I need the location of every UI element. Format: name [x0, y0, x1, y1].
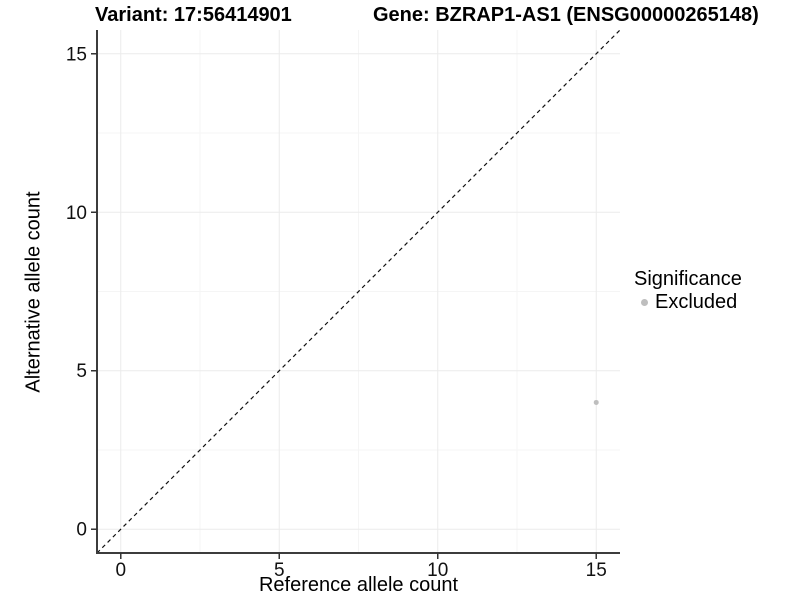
y-tick-label: 5	[76, 361, 87, 382]
data-point	[593, 399, 599, 405]
y-tick-label: 0	[76, 520, 87, 541]
x-tick-label: 15	[586, 560, 607, 581]
identity-reference-line	[96, 29, 621, 554]
y-tick-label: 15	[66, 44, 87, 65]
x-tick-label: 0	[115, 560, 126, 581]
y-tick-label: 10	[66, 203, 87, 224]
variant-title: Variant: 17:56414901	[95, 4, 292, 26]
excluded-point-swatch-icon	[641, 298, 648, 306]
gene-title: Gene: BZRAP1-AS1 (ENSG00000265148)	[373, 4, 759, 26]
legend-title: Significance	[634, 268, 742, 290]
x-axis-title: Reference allele count	[258, 574, 458, 596]
x-tick-label: 10	[427, 560, 448, 581]
legend-item-label: Excluded	[655, 291, 738, 313]
legend: Significance Excluded	[634, 268, 742, 313]
x-tick-label: 5	[274, 560, 285, 581]
legend-item-excluded: Excluded	[634, 291, 742, 313]
y-axis-title: Alternative allele count	[22, 191, 45, 393]
